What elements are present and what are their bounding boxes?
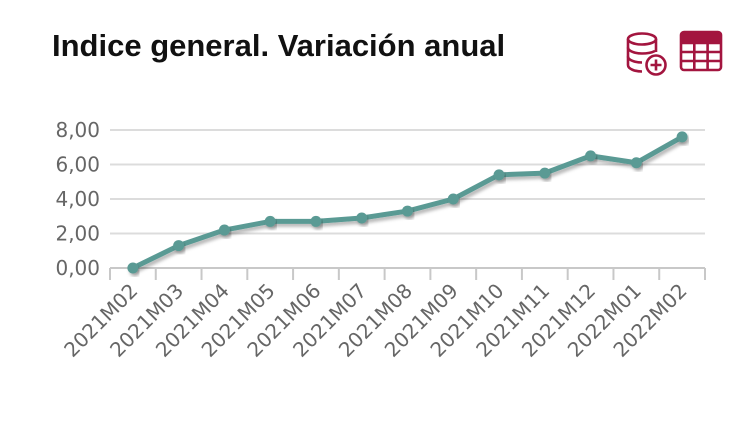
data-point	[402, 205, 413, 217]
data-point	[173, 240, 185, 252]
data-point	[539, 167, 551, 179]
data-point	[310, 215, 322, 227]
data-point	[447, 193, 459, 205]
table-icon[interactable]	[679, 30, 723, 79]
data-point	[218, 224, 230, 236]
toolbar	[625, 30, 725, 78]
y-tick-label: 8,00	[55, 118, 100, 142]
series-line	[130, 134, 685, 271]
y-tick-label: 0,00	[55, 256, 100, 280]
y-tick-label: 2,00	[55, 222, 100, 246]
data-point	[127, 262, 139, 274]
database-add-icon[interactable]	[625, 30, 669, 83]
y-tick-label: 4,00	[55, 187, 100, 211]
data-point	[356, 212, 368, 224]
data-point	[676, 131, 688, 143]
y-tick-label: 6,00	[55, 153, 100, 177]
data-point	[585, 150, 597, 162]
data-point	[630, 157, 642, 169]
chart-title: Indice general. Variación anual	[52, 28, 506, 63]
data-point	[493, 169, 505, 181]
data-point	[264, 215, 276, 227]
